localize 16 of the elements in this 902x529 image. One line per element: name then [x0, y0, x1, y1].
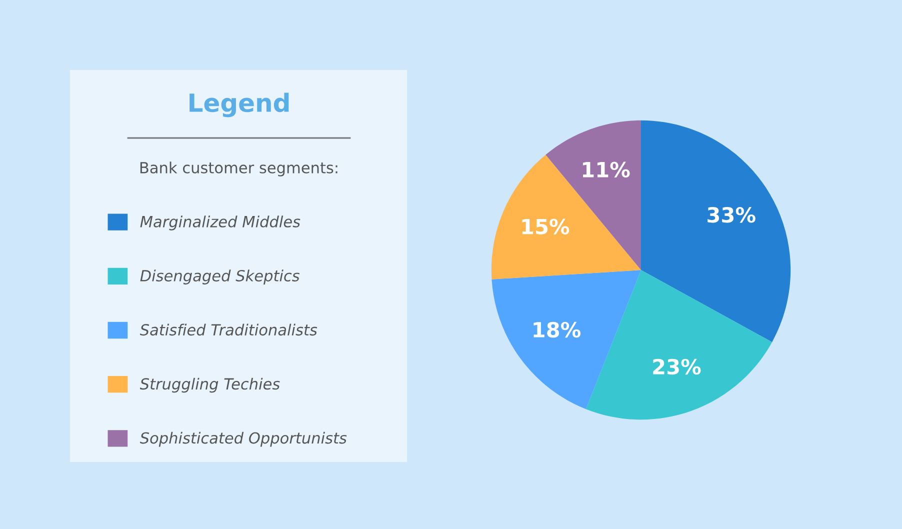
pie-slice	[586, 270, 772, 420]
legend-title: Bank customer segments:	[140, 162, 338, 176]
data-label: 18%	[534, 322, 581, 338]
data-label: 11%	[582, 162, 630, 178]
pie-slice	[492, 270, 641, 410]
legend-label: Sophisticated Opportunists	[140, 432, 347, 447]
legend-label: Satisfied Traditionalists	[140, 324, 318, 336]
data-label: 15%	[522, 218, 570, 234]
data-label: 33%	[708, 206, 756, 223]
text: Legend	[190, 92, 289, 118]
legend-label: Disengaged Skeptics	[140, 270, 300, 284]
pie-slice	[491, 154, 641, 280]
data-label: 23%	[653, 358, 701, 375]
legend-label: Struggling Techies	[140, 378, 280, 393]
legend-label: Marginalized Middles	[140, 216, 300, 230]
pie-slice	[641, 120, 791, 342]
